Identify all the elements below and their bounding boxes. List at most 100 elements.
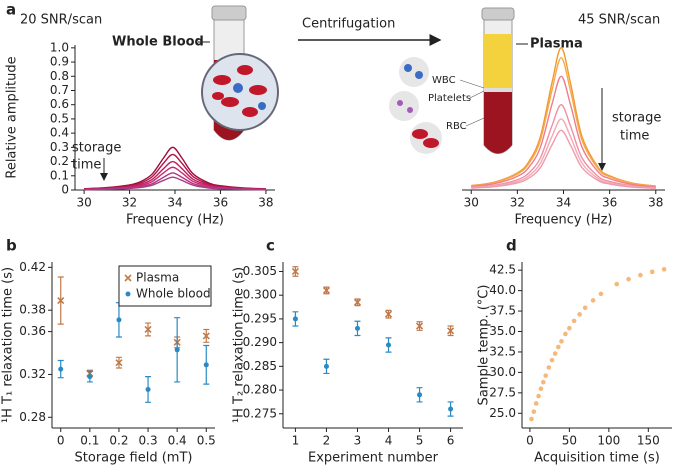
y-tick-label: 27.5 [489,385,516,399]
point [614,281,620,287]
x-tick-label: 36 [213,196,228,210]
y-axis-label: ¹H T₂ relaxation time (s) [232,267,247,423]
point [546,365,552,370]
x-axis-label: Frequency (Hz) [126,213,224,228]
x-tick-label: 4 [385,434,393,448]
y-tick-label: 0.280 [243,383,277,397]
plasma-label: Plasma [530,37,583,52]
y-axis-label: Relative amplitude [5,56,20,178]
point [582,305,588,311]
cell-bubble [389,91,419,121]
chart: 0 0.1 0.2 0.3 0.4 0.5 0.28 0.32 0.36 0.38 0.42 Stor… [1,260,216,466]
point [536,393,541,399]
x-tick-label: 6 [447,434,455,448]
rbc-layer [484,92,512,154]
point [598,291,604,297]
point [563,331,568,337]
rbc-cells [212,65,267,117]
point [291,267,299,276]
x-tick-label: 0 [526,434,534,448]
x-tick-label: 0.4 [168,434,187,448]
panel-label: a [6,1,16,19]
point [538,386,544,392]
chart: 1 2 3 4 5 6 0.275 0.280 0.285 0.290 0.295 0.300 0.30… [232,262,463,466]
line [84,153,266,190]
point [533,401,539,406]
line [84,176,266,191]
platelets-label: Platelets [428,93,471,104]
storage-time-label: time [72,158,101,173]
y-tick-label: 0.32 [19,367,46,381]
y-tick-label: 0.305 [243,264,277,278]
y-tick-label: 0.2 [50,154,69,168]
x-tick-label: 0.1 [80,434,99,448]
x-tick-label: 38 [258,196,273,210]
point [626,276,631,282]
line [471,57,656,187]
x-tick-label: 50 [562,434,577,448]
tube-cap [211,5,247,21]
y-tick-label: 35.0 [489,324,516,338]
x-axis-label: Acquisition time (s) [534,451,660,466]
x-tick-label: 32 [510,196,525,210]
line [84,146,266,190]
x-tick-label: 30 [464,196,479,210]
point [556,344,561,350]
y-tick-label: 0.36 [19,324,46,338]
point [590,298,596,303]
y-tick-label: 30.0 [489,365,516,379]
x-tick-label: 34 [556,196,571,210]
storage-time-label: storage [72,141,121,156]
y-tick-label: 0.4 [50,126,69,140]
x-tick-label: 34 [167,196,182,210]
point [649,269,655,275]
plasma-layer [484,34,512,88]
buffy-layer [484,88,512,92]
legend-marker [124,274,132,282]
legend-label: Whole blood [136,287,211,301]
y-tick-label: 0.38 [19,303,46,317]
panel-labels: a b c d [6,1,517,255]
x-tick-label: 36 [602,196,617,210]
x-axis-label: Storage field (mT) [75,451,193,466]
point [571,318,577,324]
point [87,374,93,380]
point [415,322,424,330]
point [417,392,423,398]
y-tick-label: 37.5 [489,304,516,318]
rbc-label: RBC [446,121,467,132]
line [471,118,656,189]
x-tick-label: 5 [416,434,424,448]
point [353,298,362,306]
snr-label: 45 SNR/scan [578,13,660,28]
y-tick-label: 0.42 [19,260,46,274]
x-tick-label: 30 [76,196,91,210]
point [144,325,152,334]
x-tick-label: 38 [648,196,663,210]
cell-bubble [410,122,442,154]
x-tick-label: 0.2 [109,434,128,448]
wbc-label: WBC [432,75,456,86]
line [84,160,266,190]
storage-time-label: time [620,129,649,144]
x-tick-label: 0 [57,434,65,448]
y-tick-label: 0.5 [50,111,69,125]
y-tick-label: 0.7 [50,83,69,97]
x-tick-label: 3 [354,434,362,448]
point [384,310,393,318]
line [471,47,656,187]
legend: Plasma Whole blood [118,265,212,307]
point [203,362,209,368]
panel-label: c [266,237,275,255]
point [448,406,454,412]
legend-marker [125,291,131,297]
point [661,267,667,272]
point [447,327,455,335]
point [531,409,537,414]
y-tick-label: 0.8 [50,69,69,83]
wbc-cell [258,102,266,110]
y-tick-label: 0.1 [50,168,69,182]
point [552,351,558,356]
point [174,347,180,353]
